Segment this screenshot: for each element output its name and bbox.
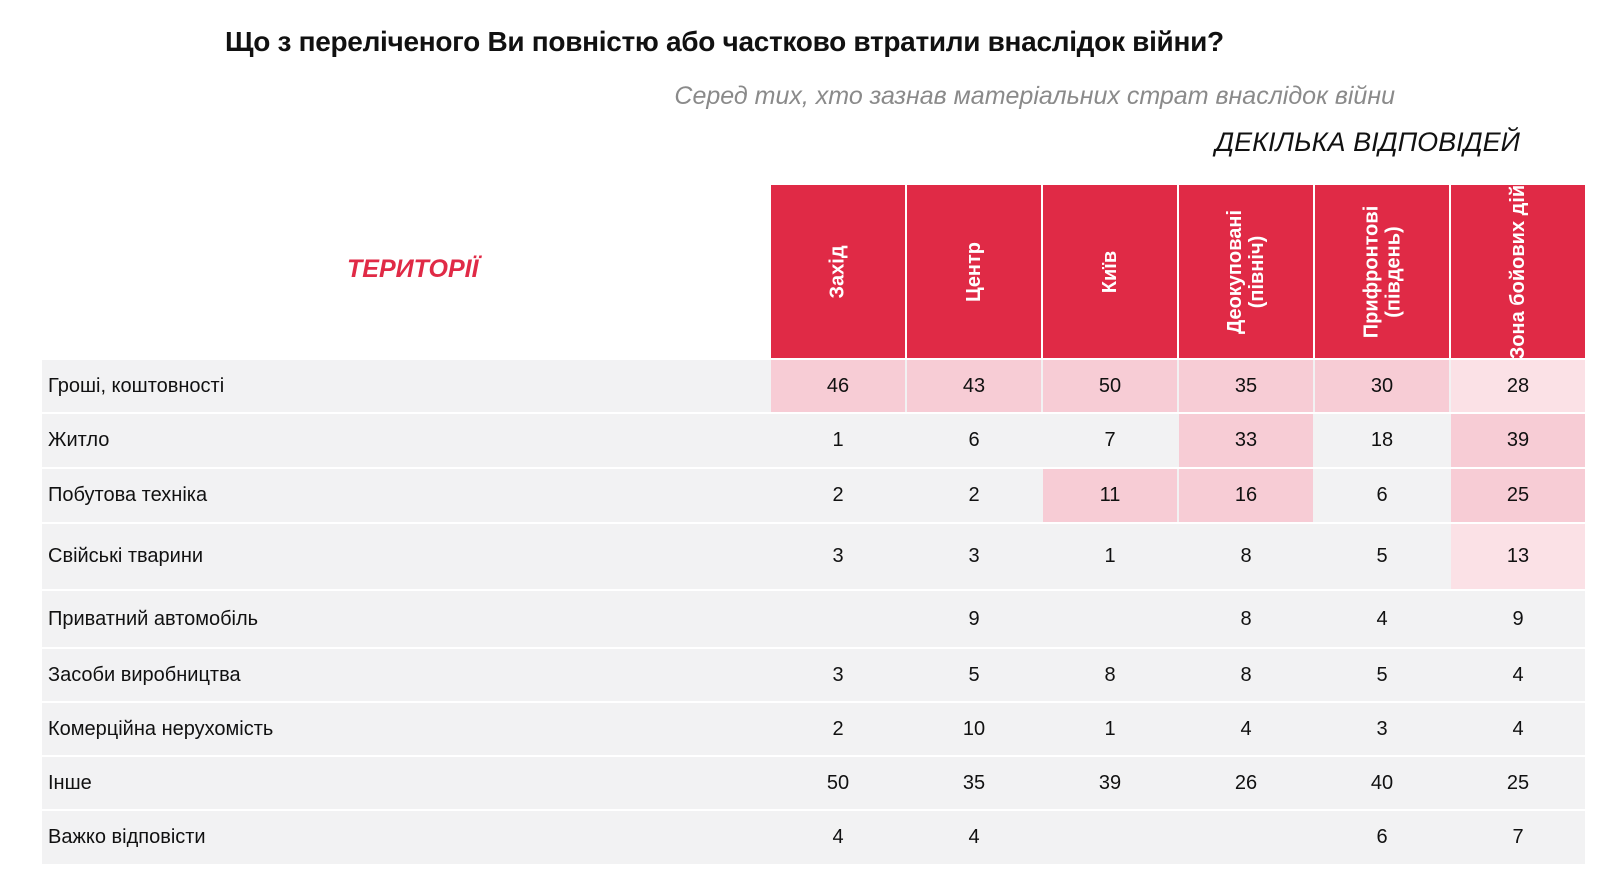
row-label: Гроші, коштовності — [48, 374, 225, 397]
row-label: Інше — [48, 771, 92, 794]
cell-value: 25 — [1506, 771, 1530, 794]
cell-value: 26 — [1234, 771, 1258, 794]
cell-value: 35 — [1179, 360, 1313, 412]
cell-value: 6 — [1376, 484, 1388, 506]
row-label: Житло — [48, 429, 110, 451]
cell-value: 9 — [1512, 607, 1524, 630]
table-row — [42, 469, 1585, 522]
column-header-label: Захід — [827, 244, 849, 299]
cell-value: 4 — [832, 826, 844, 848]
cell-value: 16 — [1179, 469, 1313, 522]
cell-value: 4 — [968, 826, 980, 848]
cell-value: 39 — [1098, 771, 1122, 794]
cell-value: 1 — [832, 429, 844, 451]
territories-label: ТЕРИТОРІЇ — [347, 255, 479, 283]
cell-value: 2 — [832, 484, 844, 506]
cell-value: 4 — [1376, 607, 1388, 630]
cell-value: 28 — [1451, 360, 1585, 412]
row-label: Комерційна нерухомість — [48, 717, 274, 740]
column-header-6: Зона бойових дій — [1451, 185, 1585, 358]
cell-value: 8 — [1104, 663, 1116, 686]
cell-value: 7 — [1512, 826, 1524, 848]
cell-value: 50 — [826, 771, 850, 794]
cell-value: 3 — [832, 545, 844, 567]
cell-value: 8 — [1240, 607, 1252, 630]
table-row — [42, 811, 1585, 864]
cell-value: 30 — [1315, 360, 1449, 412]
column-header-label: Центр — [962, 241, 985, 302]
multiple-answers-note: ДЕКІЛЬКА ВІДПОВІДЕЙ — [1215, 127, 1520, 157]
column-header-1: Захід — [771, 185, 905, 358]
cell-value — [1043, 811, 1177, 864]
cell-value — [1179, 811, 1313, 864]
table-row — [42, 649, 1585, 701]
row-label: Побутова техніка — [48, 484, 208, 506]
cell-value: 33 — [1179, 414, 1313, 467]
cell-value: 5 — [968, 663, 980, 686]
row-label: Важко відповісти — [48, 826, 206, 848]
cell-value: 6 — [968, 429, 980, 451]
cell-value: 39 — [1451, 414, 1585, 467]
row-label: Засоби виробництва — [48, 663, 241, 686]
cell-value: 13 — [1451, 524, 1585, 589]
cell-value: 2 — [832, 717, 844, 740]
cell-value — [771, 591, 905, 647]
subtitle: Серед тих, хто зазнав матеріальних страт… — [674, 82, 1395, 110]
cell-value: 43 — [907, 360, 1041, 412]
table-row — [42, 591, 1585, 647]
cell-value: 10 — [962, 717, 986, 740]
row-label: Свійські тварини — [48, 545, 204, 567]
cell-value: 35 — [962, 771, 986, 794]
table-row — [42, 524, 1585, 589]
cell-value: 3 — [1376, 717, 1388, 740]
cell-value: 18 — [1370, 429, 1394, 451]
column-header-label: Зона бойових дій — [1507, 185, 1529, 358]
cell-value: 8 — [1240, 663, 1252, 686]
column-header-2: Центр — [907, 185, 1041, 358]
cell-value: 7 — [1104, 429, 1116, 451]
cell-value: 50 — [1043, 360, 1177, 412]
column-header-3: Київ — [1043, 185, 1177, 358]
cell-value: 3 — [968, 545, 980, 567]
cell-value: 4 — [1512, 663, 1524, 686]
table-row — [42, 414, 1585, 467]
cell-value: 8 — [1240, 545, 1252, 567]
cell-value: 5 — [1376, 545, 1388, 567]
column-header-label: Деокуповані (північ) — [1224, 209, 1268, 334]
table-row — [42, 757, 1585, 809]
column-header-5: Прифронтові (південь) — [1315, 185, 1449, 358]
cell-value: 1 — [1104, 545, 1116, 567]
cell-value: 9 — [968, 607, 980, 630]
cell-value: 25 — [1451, 469, 1585, 522]
cell-value — [1043, 591, 1177, 647]
cell-value: 46 — [771, 360, 905, 412]
table-row — [42, 703, 1585, 755]
cell-value: 40 — [1370, 771, 1394, 794]
cell-value: 3 — [832, 663, 844, 686]
cell-value: 6 — [1376, 826, 1388, 848]
column-header-label: Київ — [1098, 250, 1121, 293]
page-title: Що з переліченого Ви повністю або частко… — [225, 26, 1224, 57]
cell-value: 4 — [1512, 717, 1524, 740]
column-header-4: Деокуповані (північ) — [1179, 185, 1313, 358]
cell-value: 1 — [1104, 717, 1116, 740]
cell-value: 2 — [968, 484, 980, 506]
cell-value: 11 — [1043, 469, 1177, 522]
cell-value: 4 — [1240, 717, 1252, 740]
row-label: Приватний автомобіль — [48, 607, 259, 630]
column-header-label: Прифронтові (південь) — [1360, 205, 1404, 338]
cell-value: 5 — [1376, 663, 1388, 686]
